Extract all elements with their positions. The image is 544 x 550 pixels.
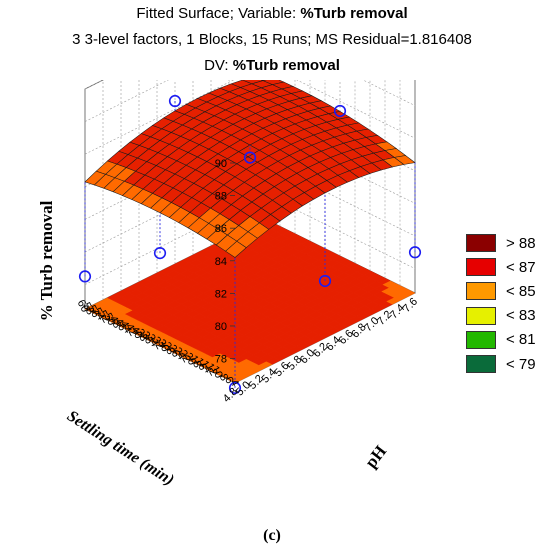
legend-label: > 88: [506, 234, 536, 252]
legend-label: < 79: [506, 355, 536, 373]
y-tick-label: 46: [112, 316, 128, 332]
y-tick-label: 18: [187, 353, 203, 369]
y-tick-label: 26: [166, 343, 182, 359]
y-tick-label: 56: [85, 303, 101, 319]
z-tick-label: 90: [215, 158, 227, 170]
z-gridline: [84, 80, 416, 155]
legend-item: < 81: [466, 328, 536, 352]
y-tick-label: 42: [123, 322, 139, 338]
y-tick-label: 40: [128, 324, 144, 340]
z-tick-label: 84: [215, 256, 227, 268]
legend-swatch: [466, 234, 496, 253]
observed-point: [333, 104, 347, 118]
y-tick-label: 58: [80, 301, 96, 317]
y-tick-label: 24: [171, 346, 187, 362]
surface-cell: [393, 155, 416, 165]
y-tick-label: 20: [182, 351, 198, 367]
legend-item: < 87: [466, 255, 536, 279]
y-tick-label: 52: [96, 309, 112, 325]
z-axis-title: % Turb removal: [37, 200, 56, 321]
y-tick-label: 16: [193, 356, 209, 372]
y-tick-label: 14: [198, 359, 214, 375]
y-tick-label: 28: [160, 340, 176, 356]
y-axis-title: Settling time (min): [64, 407, 177, 489]
chart-subtitle: 3 3-level factors, 1 Blocks, 15 Runs; MS…: [72, 31, 472, 48]
observed-point: [243, 151, 257, 164]
legend-swatch: [466, 306, 496, 325]
chart-title: Fitted Surface; Variable: %Turb removal: [136, 5, 408, 22]
dv-label: DV: %Turb removal: [204, 57, 340, 74]
observed-points: [78, 94, 422, 394]
legend-swatch: [466, 282, 496, 301]
figure-caption: (c): [263, 527, 281, 544]
z-tick-label: 86: [215, 223, 227, 235]
legend-swatch: [466, 330, 496, 349]
z-tick-label: 82: [215, 288, 227, 300]
legend-item: < 85: [466, 279, 536, 303]
observed-point: [318, 274, 332, 288]
legend-label: < 85: [506, 282, 536, 300]
observed-point: [408, 246, 422, 259]
observed-point: [168, 94, 182, 108]
z-tick-label: 80: [215, 321, 227, 333]
y-tick-label: 48: [107, 314, 123, 330]
y-tick-label: 30: [155, 338, 171, 354]
z-gridline: [84, 80, 416, 122]
y-tick-label: 34: [144, 332, 160, 348]
y-tick-label: 10: [209, 364, 225, 380]
y-tick-label: 50: [101, 311, 117, 327]
legend-label: < 83: [506, 307, 536, 325]
legend-item: < 79: [466, 352, 536, 376]
observed-point: [228, 381, 242, 394]
y-tick-label: 60: [75, 298, 91, 314]
contour-floor: [84, 218, 416, 384]
x-axis-title: pH: [361, 442, 390, 472]
z-tick-label: 88: [215, 191, 227, 203]
legend-item: > 88: [466, 231, 536, 255]
y-tick-label: 44: [118, 319, 134, 335]
fitted-surface: [84, 80, 416, 258]
surface-plot: 908886848280787.67.47.27.06.86.66.46.26.…: [37, 80, 422, 489]
observed-point: [78, 270, 92, 283]
y-tick-label: 54: [91, 306, 107, 322]
y-tick-label: 22: [176, 348, 192, 364]
y-tick-label: 12: [203, 361, 219, 377]
legend: > 88 < 87 < 85 < 83 < 81 < 79: [466, 231, 536, 376]
legend-swatch: [466, 258, 496, 277]
observed-point: [153, 247, 167, 260]
legend-item: < 83: [466, 304, 536, 328]
legend-label: < 81: [506, 331, 536, 349]
y-tick-label: 8: [217, 372, 230, 383]
y-tick-label: 36: [139, 330, 155, 346]
y-tick-label: 32: [150, 335, 166, 351]
legend-swatch: [466, 355, 496, 374]
legend-label: < 87: [506, 258, 536, 276]
y-tick-label: 38: [134, 327, 150, 343]
y-tick-label: 4: [227, 377, 240, 388]
y-tick-label: 6: [222, 375, 235, 386]
z-tick-label: 78: [215, 354, 227, 366]
